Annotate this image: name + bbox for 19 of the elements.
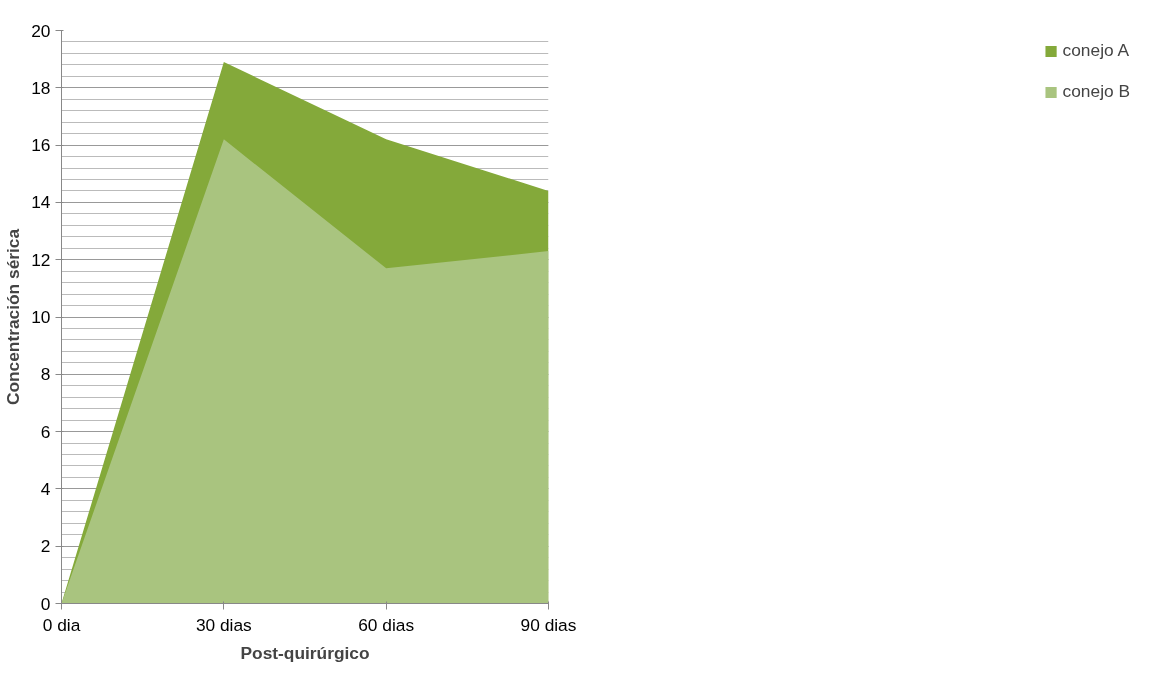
x-tick-label: 30 dias xyxy=(195,614,253,635)
y-tick-label: 0 xyxy=(40,593,51,614)
y-tick-label: 18 xyxy=(31,77,51,98)
y-tick-label: 8 xyxy=(40,364,51,385)
x-axis-title: Post-quirúrgico xyxy=(240,642,370,663)
x-tick-label: 0 dia xyxy=(42,614,81,635)
x-tick-label: 60 dias xyxy=(358,614,415,635)
y-tick-label: 14 xyxy=(31,192,51,213)
y-tick-label: 12 xyxy=(31,249,51,270)
x-tick-label: 90 dias xyxy=(520,614,577,635)
legend-label: conejo B xyxy=(1062,81,1130,102)
y-tick-label: 4 xyxy=(40,478,51,499)
y-tick-label: 10 xyxy=(31,307,51,327)
y-axis-title: Concentración sérica xyxy=(3,228,24,406)
y-tick-label: 6 xyxy=(40,421,51,442)
y-tick-label: 16 xyxy=(31,135,51,156)
y-tick-label: 20 xyxy=(31,20,51,41)
legend-label: conejo A xyxy=(1062,40,1130,61)
y-tick-label: 2 xyxy=(40,536,51,557)
